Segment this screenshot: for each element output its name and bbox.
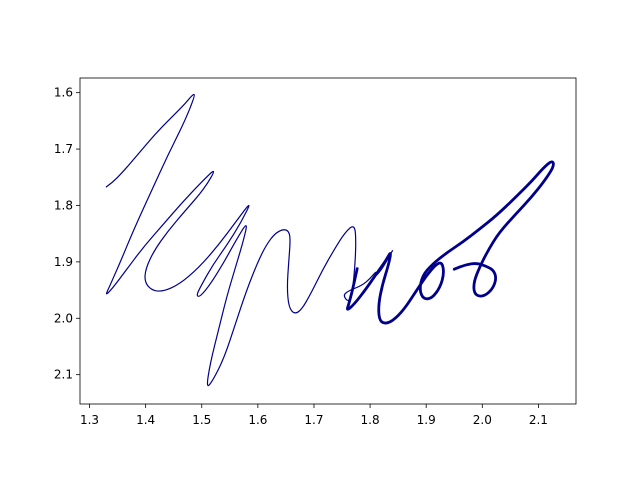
series-line-1: [105, 93, 394, 387]
series-layer: [105, 93, 555, 387]
x-tick-label: 2.0: [473, 413, 492, 427]
plot-frame: [79, 77, 577, 405]
y-tick-label: 2.1: [54, 368, 73, 382]
x-tick-label: 1.7: [304, 413, 323, 427]
y-tick-label: 1.7: [54, 142, 73, 156]
x-tick-label: 1.4: [136, 413, 155, 427]
plot-area: [79, 77, 577, 405]
x-axis: 1.3 1.4 1.5 1.6 1.7 1.8 1.9 2.0 2.1: [80, 404, 548, 427]
x-tick-label: 1.8: [361, 413, 380, 427]
x-tick-label: 1.3: [80, 413, 99, 427]
y-tick-label: 2.0: [54, 311, 73, 325]
y-tick-label: 1.6: [54, 86, 73, 100]
x-tick-label: 1.6: [248, 413, 267, 427]
y-tick-label: 1.9: [54, 255, 73, 269]
x-tick-label: 2.1: [529, 413, 548, 427]
y-tick-label: 1.8: [54, 198, 73, 212]
x-tick-label: 1.9: [417, 413, 436, 427]
y-axis: 1.6 1.7 1.8 1.9 2.0 2.1: [54, 86, 80, 382]
series-line-2: [345, 160, 555, 325]
x-tick-label: 1.5: [192, 413, 211, 427]
